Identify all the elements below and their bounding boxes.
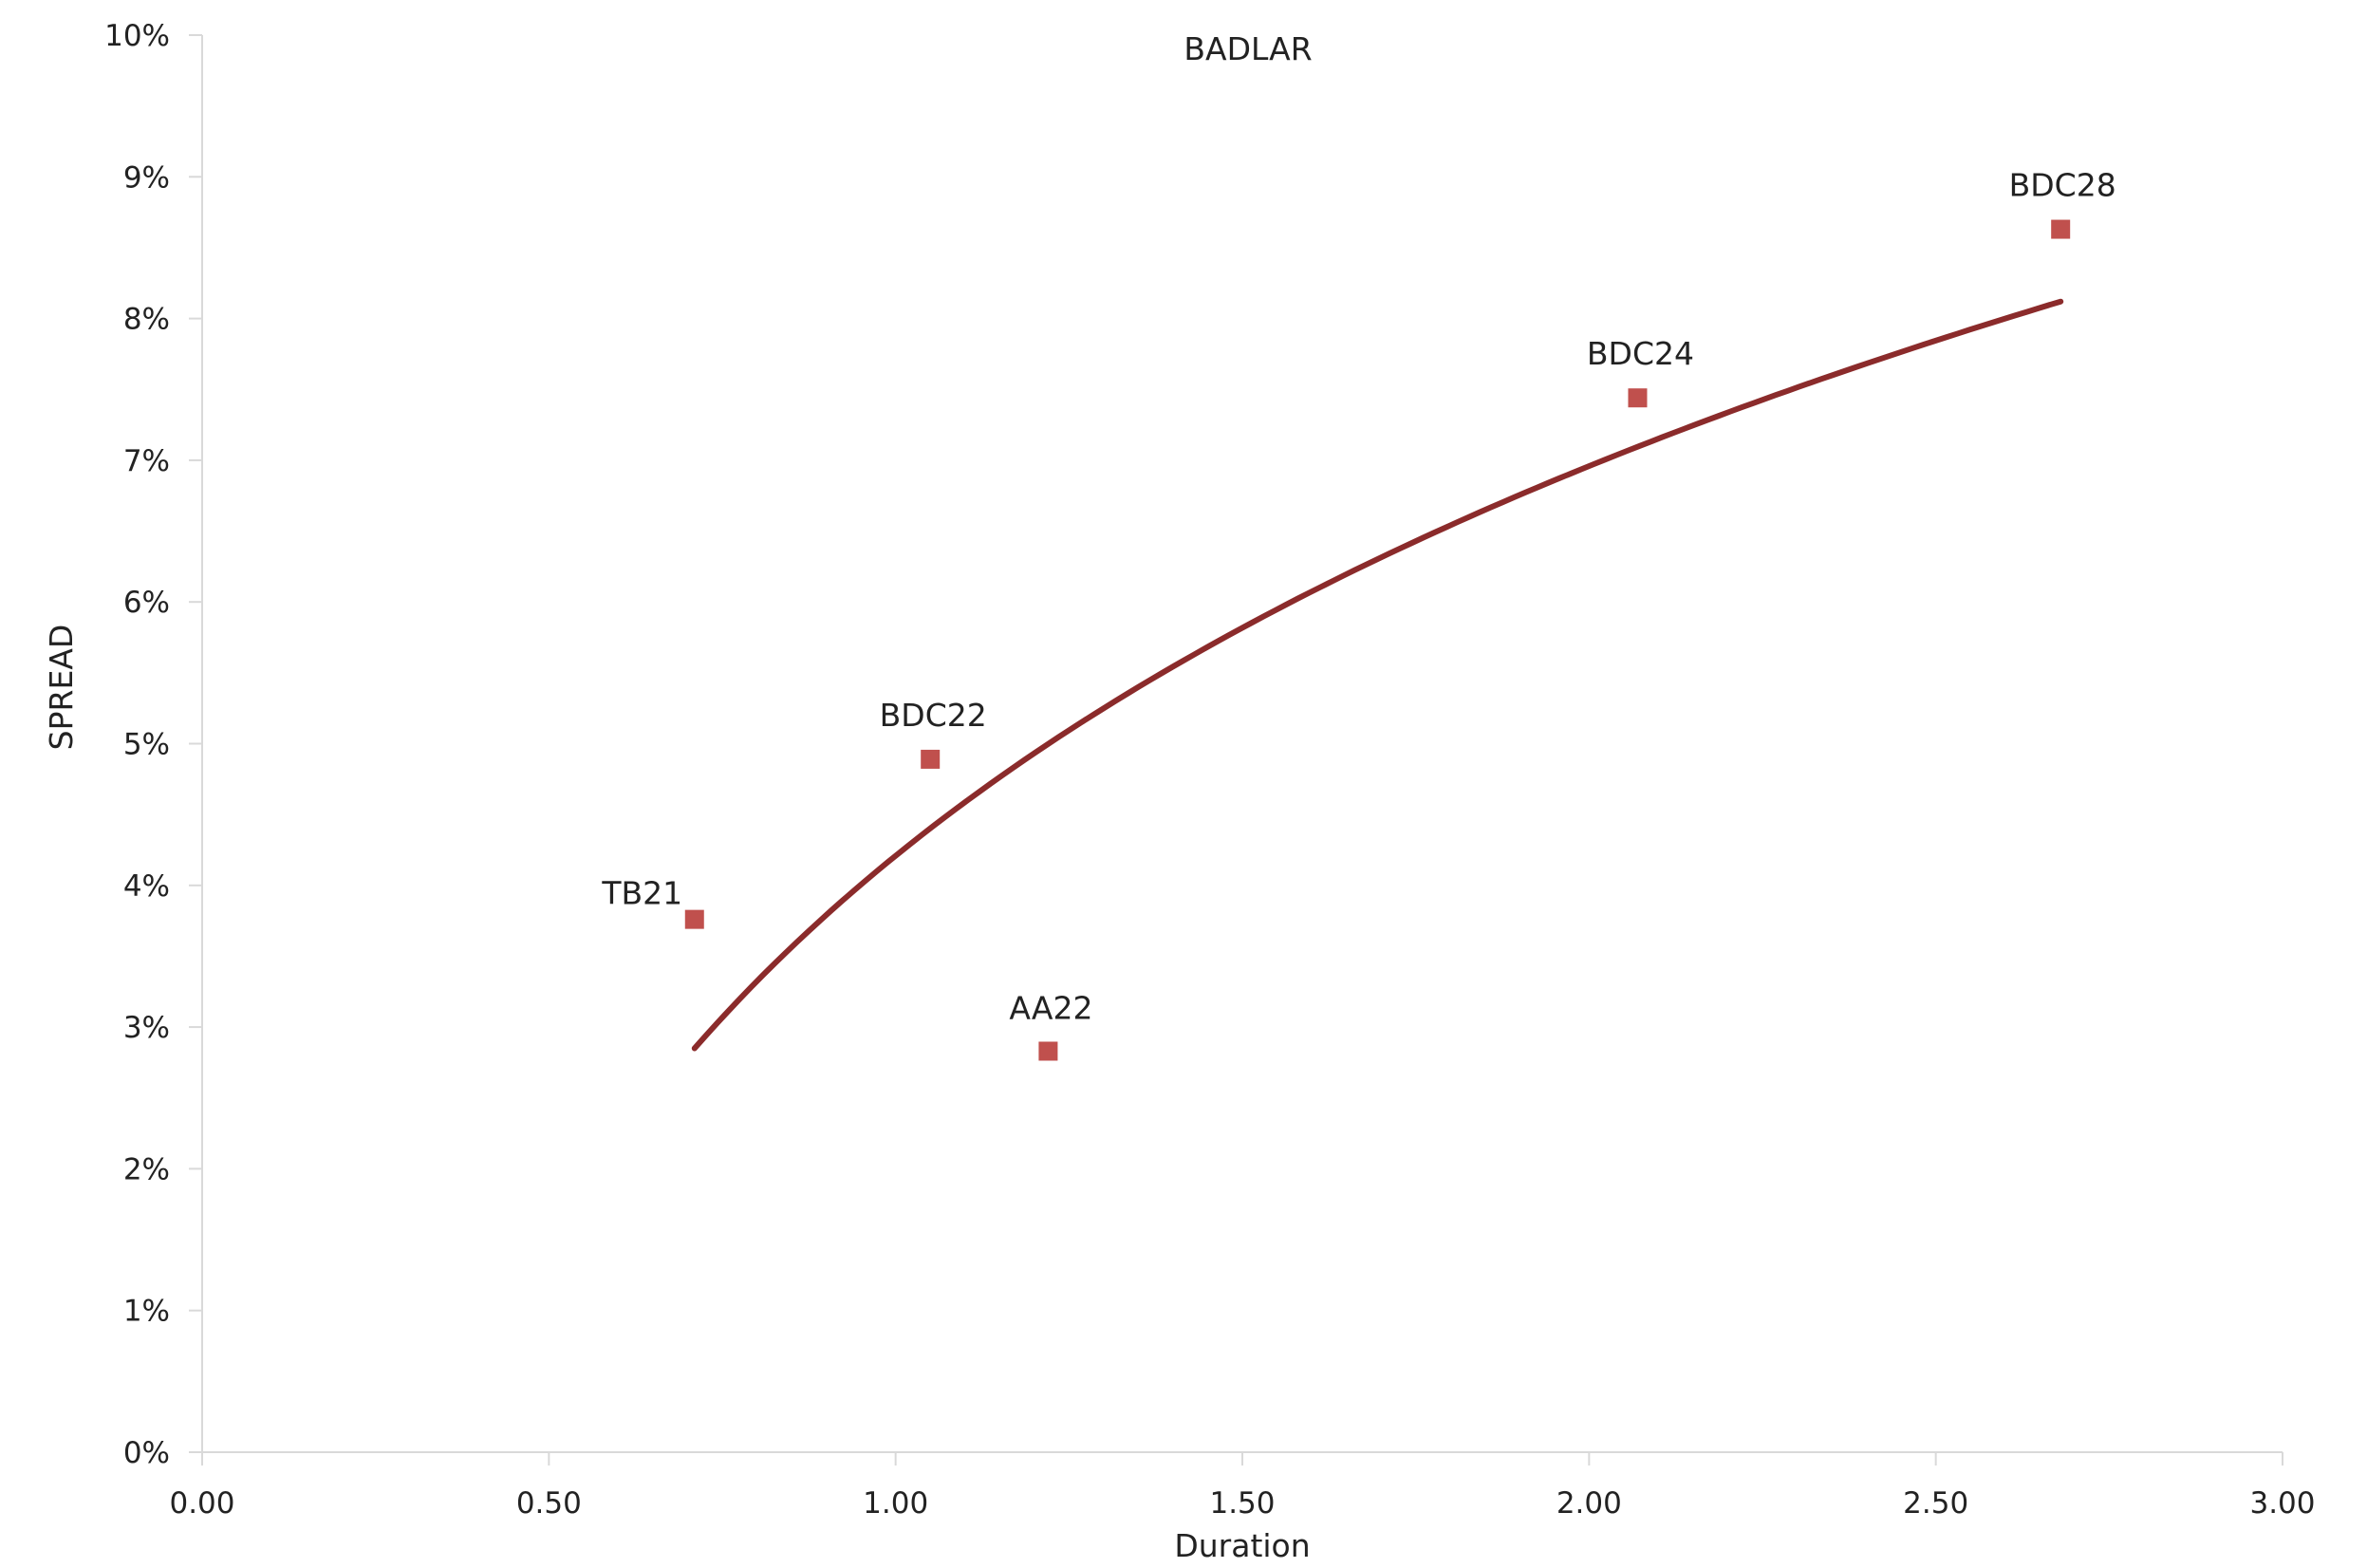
x-tick-label: 2.00 [1556, 1486, 1622, 1521]
y-tick-label: 7% [123, 444, 170, 478]
data-point-marker [1038, 1041, 1058, 1061]
chart-title: BADLAR [1184, 30, 1312, 67]
x-tick-label: 3.00 [2249, 1486, 2315, 1521]
data-point-label: AA22 [1009, 989, 1092, 1026]
x-axis-title: Duration [1174, 1527, 1310, 1564]
y-tick-label: 9% [123, 160, 170, 195]
y-tick-label: 0% [123, 1436, 170, 1470]
y-tick-label: 5% [123, 728, 170, 762]
y-ticks: 0% 1% 2% 3% 4% 5% 6% 7% 8% 9% 10% [104, 19, 202, 1470]
y-tick-label: 8% [123, 303, 170, 337]
axes [201, 35, 2283, 1453]
data-point-label: BDC24 [1587, 335, 1694, 372]
y-tick-label: 4% [123, 869, 170, 904]
y-tick-label: 2% [123, 1152, 170, 1186]
y-tick-label: 1% [123, 1295, 170, 1329]
y-tick-label: 10% [104, 19, 170, 53]
data-point-label: BDC28 [2009, 167, 2116, 204]
trendline [691, 298, 2064, 1052]
x-tick-label: 0.00 [169, 1486, 234, 1521]
trendline-path [691, 298, 2064, 1052]
data-point-marker [921, 749, 941, 769]
y-tick-label: 6% [123, 586, 170, 620]
y-tick-label: 3% [123, 1011, 170, 1045]
x-ticks: 0.00 0.50 1.00 1.50 2.00 2.50 3.00 [169, 1452, 2316, 1521]
data-point-marker [2051, 219, 2071, 239]
data-points: TB21 BDC22 AA22 BDC24 BDC28 [601, 167, 2116, 1061]
data-point-marker [1628, 388, 1648, 408]
data-point-label: TB21 [601, 875, 682, 912]
x-tick-label: 2.50 [1903, 1486, 1968, 1521]
x-tick-label: 1.50 [1209, 1486, 1275, 1521]
data-point-marker [684, 909, 704, 929]
x-tick-label: 1.00 [863, 1486, 928, 1521]
data-point-label: BDC22 [880, 697, 987, 734]
y-axis-title: SPREAD [43, 625, 80, 751]
x-tick-label: 0.50 [516, 1486, 582, 1521]
